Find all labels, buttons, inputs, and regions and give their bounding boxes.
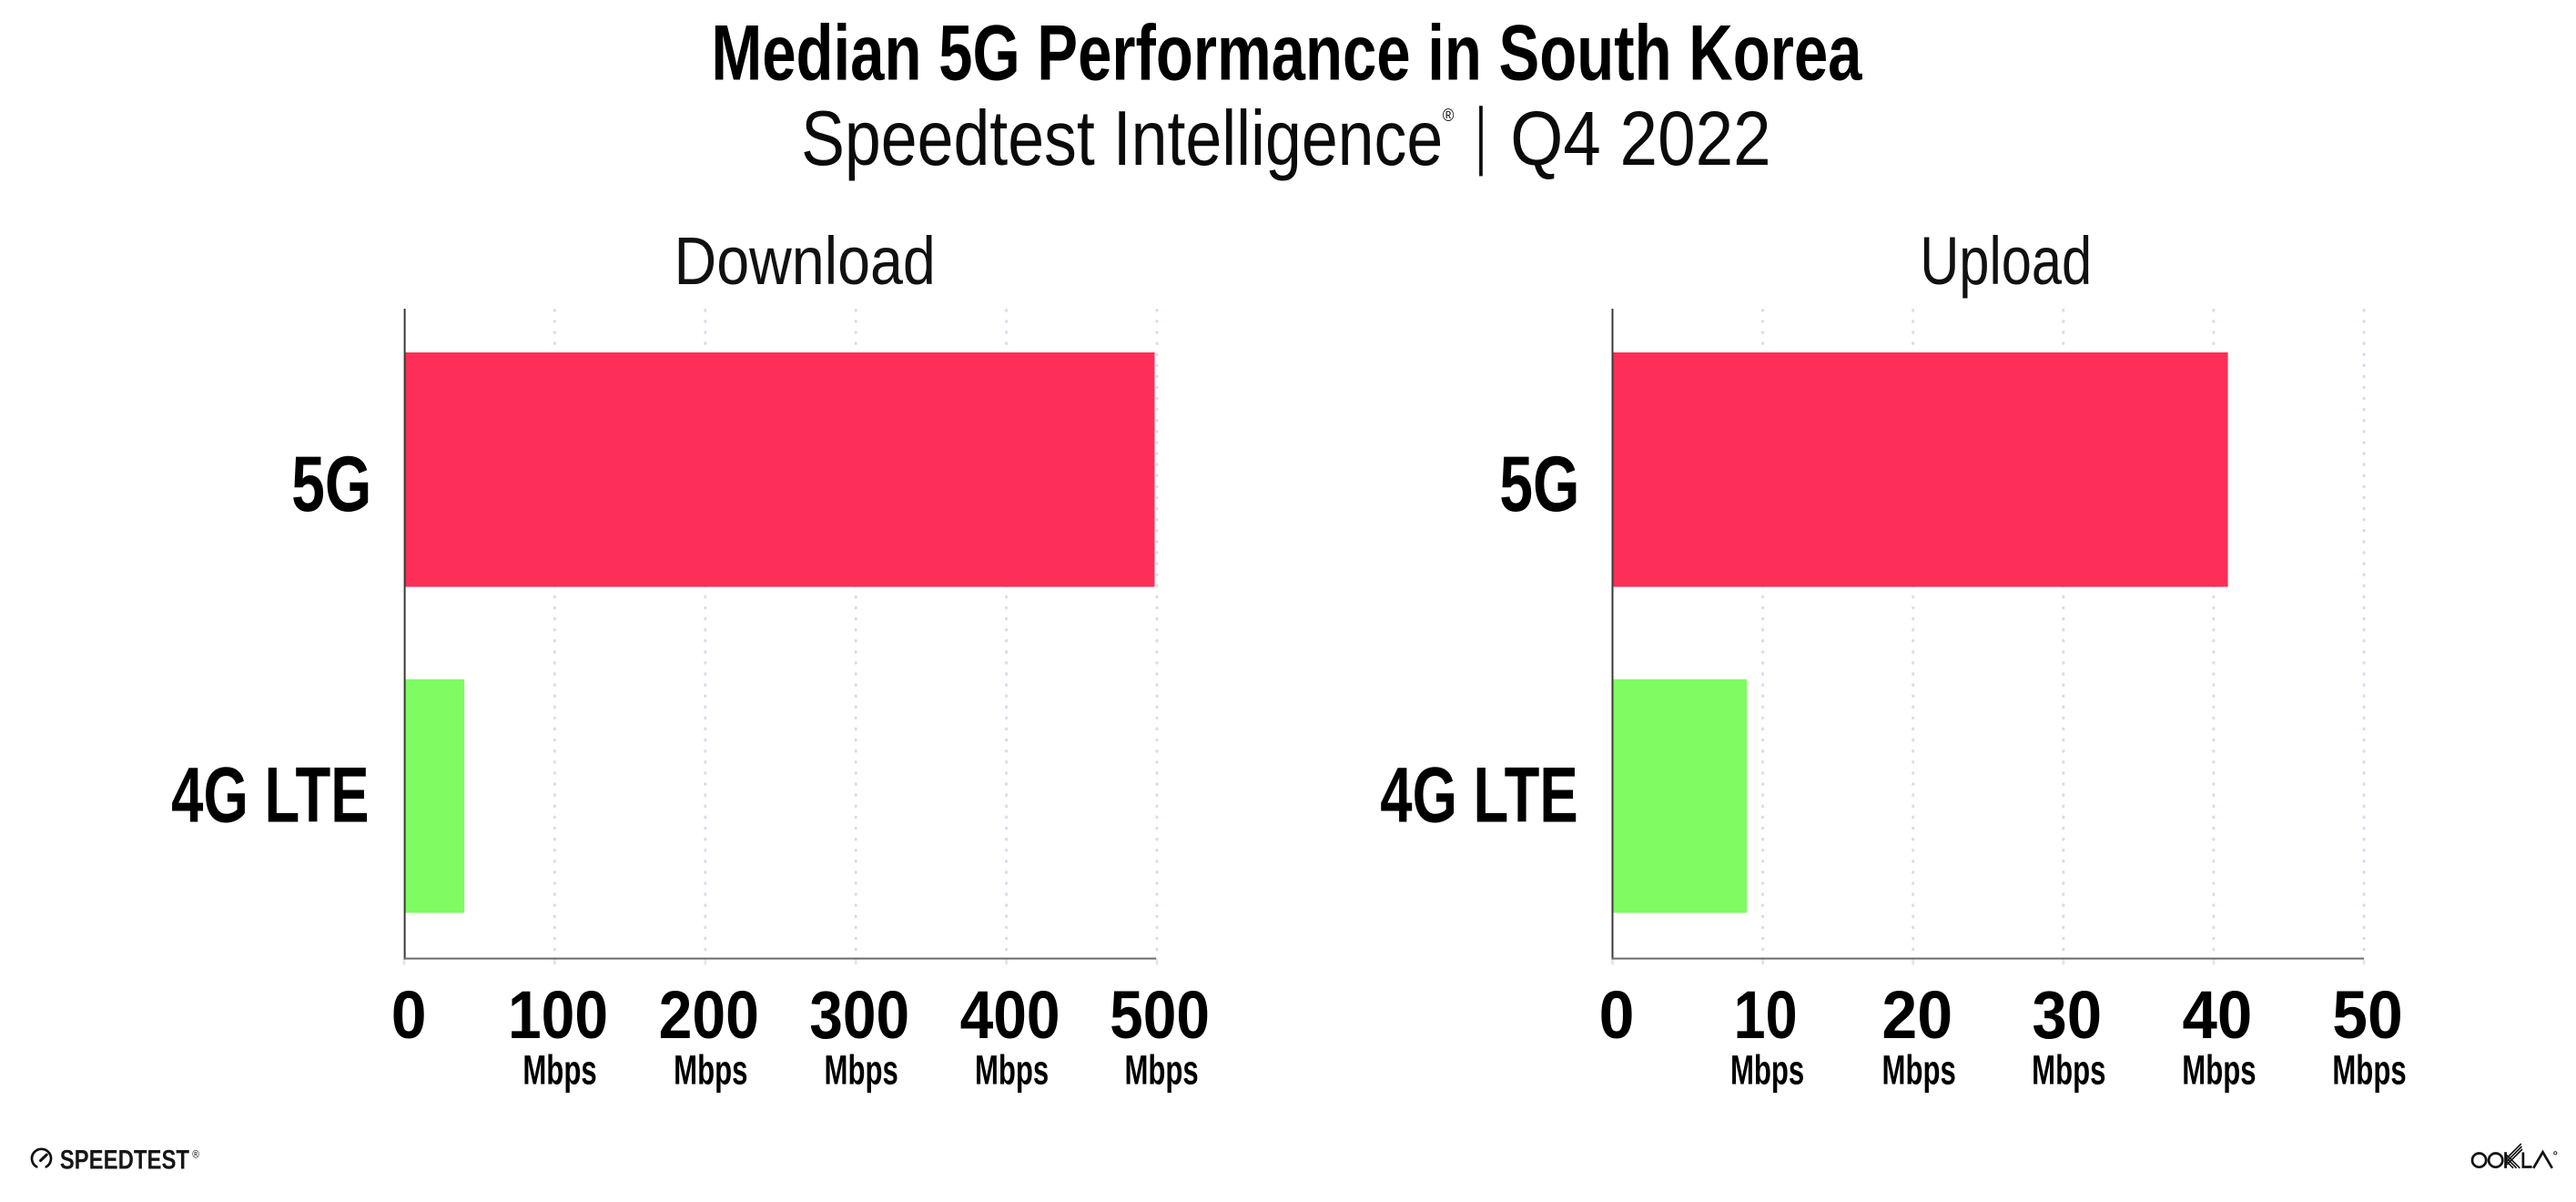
svg-text:10: 10	[1734, 977, 1798, 1053]
svg-text:Mbps: Mbps	[522, 1048, 596, 1094]
svg-text:4G LTE: 4G LTE	[171, 752, 369, 840]
svg-text:Mbps: Mbps	[2332, 1048, 2406, 1094]
svg-text:Mbps: Mbps	[1730, 1048, 1804, 1094]
svg-text:5G: 5G	[1499, 442, 1579, 528]
svg-text:Median 5G Performance in South: Median 5G Performance in South Korea	[711, 9, 1862, 97]
svg-text:Mbps: Mbps	[2032, 1048, 2105, 1094]
svg-text:20: 20	[1881, 978, 1952, 1053]
svg-text:Mbps: Mbps	[825, 1048, 898, 1094]
svg-text:40: 40	[2182, 978, 2252, 1054]
svg-text:300: 300	[809, 977, 909, 1052]
svg-text:Upload: Upload	[1920, 224, 2092, 300]
svg-text:Mbps: Mbps	[1124, 1048, 1198, 1094]
svg-text:Mbps: Mbps	[1882, 1048, 1956, 1094]
svg-text:Speedtest Intelligence: Speedtest Intelligence	[801, 95, 1443, 181]
svg-text:Download: Download	[674, 223, 936, 299]
svg-text:400: 400	[960, 977, 1060, 1052]
svg-text:®: ®	[1443, 105, 1455, 125]
svg-text:Mbps: Mbps	[975, 1048, 1049, 1094]
svg-text:SPEEDTEST: SPEEDTEST	[60, 1144, 190, 1175]
svg-text:Mbps: Mbps	[2182, 1048, 2256, 1094]
svg-text:500: 500	[1110, 977, 1210, 1052]
svg-text:0: 0	[391, 978, 427, 1053]
svg-text:4G LTE: 4G LTE	[1380, 752, 1577, 840]
svg-text:Mbps: Mbps	[674, 1048, 747, 1094]
svg-text:50: 50	[2332, 978, 2402, 1053]
svg-text:100: 100	[508, 977, 608, 1052]
svg-text:®: ®	[192, 1149, 199, 1161]
svg-text:0: 0	[1599, 978, 1635, 1053]
svg-text:200: 200	[659, 976, 759, 1052]
svg-text:30: 30	[2032, 978, 2102, 1054]
svg-text:Q4 2022: Q4 2022	[1510, 96, 1770, 181]
svg-text:5G: 5G	[291, 442, 371, 528]
